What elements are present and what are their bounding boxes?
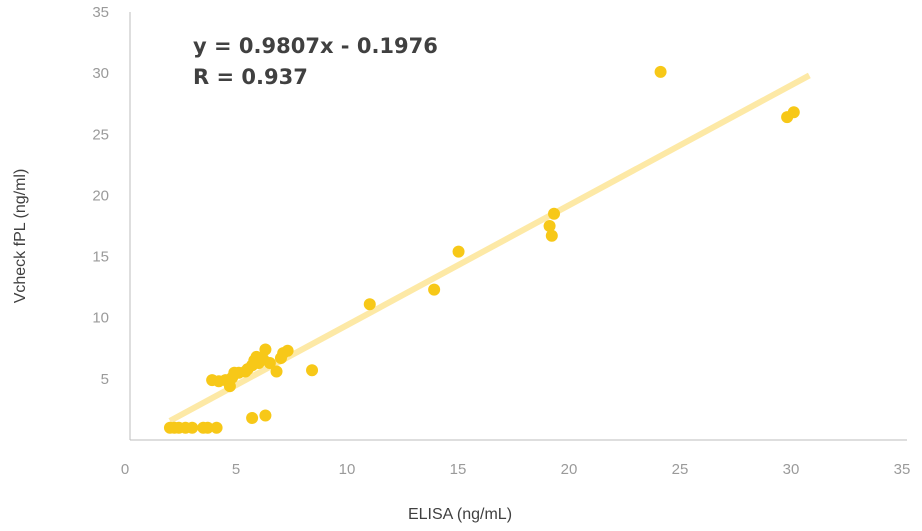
x-axis-ticks: 0 5 10 15 20 25 30 35 xyxy=(121,461,911,478)
y-tick-label: 5 xyxy=(101,371,109,388)
data-point xyxy=(259,343,272,356)
x-tick-label: 25 xyxy=(672,461,689,478)
data-point xyxy=(363,298,376,311)
x-tick-label: 10 xyxy=(339,461,356,478)
y-axis-ticks: 5 10 15 20 25 30 35 xyxy=(92,4,109,388)
data-point xyxy=(452,245,465,258)
data-point xyxy=(259,409,272,422)
trendline-equation: y = 0.9807x - 0.1976 xyxy=(193,34,438,58)
x-tick-label: 35 xyxy=(894,461,911,478)
data-point xyxy=(787,106,800,119)
x-tick-label: 20 xyxy=(561,461,578,478)
data-point xyxy=(548,207,561,220)
data-point xyxy=(270,365,283,378)
y-axis-title: Vcheck fPL (ng/ml) xyxy=(12,169,29,304)
data-point xyxy=(428,283,441,296)
data-point xyxy=(210,421,223,434)
y-tick-label: 10 xyxy=(92,310,109,327)
trendline xyxy=(168,72,811,424)
data-point xyxy=(654,65,667,78)
x-tick-label: 5 xyxy=(232,461,240,478)
correlation-label: R = 0.937 xyxy=(193,65,308,89)
data-point xyxy=(246,411,259,424)
y-tick-label: 15 xyxy=(92,249,109,266)
x-tick-label: 30 xyxy=(783,461,800,478)
x-tick-label: 0 xyxy=(121,461,129,478)
data-point xyxy=(201,421,214,434)
data-point xyxy=(281,344,294,357)
data-points xyxy=(163,65,800,434)
data-point xyxy=(306,364,319,377)
data-point xyxy=(263,356,276,369)
y-tick-label: 30 xyxy=(92,65,109,82)
x-axis-title: ELISA (ng/mL) xyxy=(408,506,512,523)
y-tick-label: 35 xyxy=(92,4,109,21)
y-tick-label: 25 xyxy=(92,126,109,143)
data-point xyxy=(543,220,556,232)
data-point xyxy=(186,421,199,434)
data-point xyxy=(545,229,558,242)
x-tick-label: 15 xyxy=(450,461,467,478)
y-tick-label: 20 xyxy=(92,187,109,204)
